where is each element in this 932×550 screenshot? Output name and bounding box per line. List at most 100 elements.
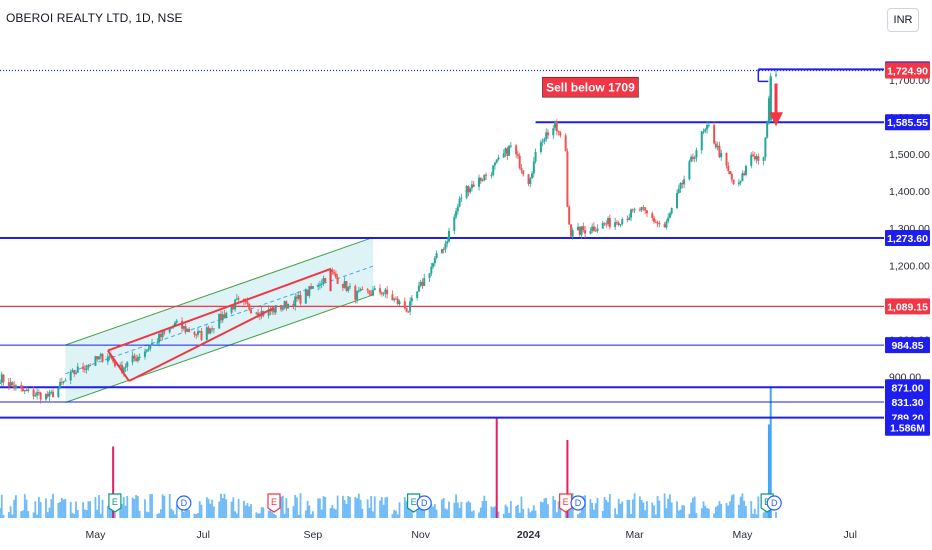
candle-body bbox=[151, 342, 154, 346]
candle-body bbox=[299, 295, 302, 304]
x-tick-label: Sep bbox=[304, 529, 323, 541]
candle-body bbox=[479, 177, 482, 181]
x-tick-label: Nov bbox=[411, 529, 430, 541]
candle-body bbox=[267, 309, 270, 316]
volume-bar bbox=[149, 494, 152, 518]
earnings-marker[interactable] bbox=[108, 493, 122, 513]
candle-body bbox=[713, 125, 716, 144]
volume-bar bbox=[517, 504, 519, 518]
candle-body bbox=[318, 284, 321, 286]
candle-body bbox=[223, 314, 226, 318]
candle-body bbox=[308, 286, 311, 296]
volume-bar bbox=[347, 495, 350, 518]
candle-body bbox=[638, 209, 641, 211]
volume-bar bbox=[98, 495, 100, 518]
candle-body bbox=[195, 334, 198, 336]
volume-bar bbox=[359, 499, 362, 518]
candle-body bbox=[416, 291, 419, 298]
candle-body bbox=[334, 273, 337, 278]
dividend-marker-label: D bbox=[575, 498, 582, 508]
candle-body bbox=[545, 132, 548, 139]
candle-body bbox=[82, 366, 85, 370]
volume-bar bbox=[584, 495, 586, 518]
volume-bar bbox=[57, 502, 60, 518]
volume-bar bbox=[299, 493, 302, 518]
dividend-marker[interactable] bbox=[176, 495, 192, 511]
candle-body bbox=[626, 219, 629, 221]
candle-body bbox=[762, 157, 765, 161]
dividend-marker[interactable] bbox=[570, 495, 586, 511]
candle-body bbox=[716, 145, 719, 148]
volume-bar bbox=[432, 506, 434, 518]
candle-body bbox=[99, 354, 102, 357]
candle-body bbox=[75, 372, 78, 375]
volume-bar bbox=[752, 513, 754, 518]
volume-bar bbox=[168, 493, 171, 518]
currency-button[interactable]: INR bbox=[887, 8, 919, 32]
candle-body bbox=[147, 348, 150, 350]
volume-bar bbox=[665, 508, 668, 518]
earnings-marker[interactable] bbox=[559, 493, 573, 513]
candle-body bbox=[370, 293, 373, 296]
volume-bar bbox=[287, 507, 290, 518]
candle-body bbox=[456, 206, 459, 212]
volume-bar bbox=[342, 495, 344, 518]
volume-bar bbox=[310, 514, 313, 518]
candle-body bbox=[205, 327, 208, 340]
earnings-marker[interactable] bbox=[407, 493, 421, 513]
volume-bar bbox=[714, 506, 717, 518]
volume-bar bbox=[518, 512, 521, 518]
candle-body bbox=[356, 290, 359, 300]
x-tick-label: Jul bbox=[844, 529, 857, 541]
volume-bar bbox=[762, 512, 765, 518]
candle-body bbox=[607, 218, 610, 224]
volume-bar bbox=[319, 498, 321, 518]
volume-bar bbox=[522, 508, 525, 518]
candle-body bbox=[76, 366, 79, 373]
candle-body bbox=[739, 181, 742, 183]
candle-body bbox=[534, 151, 537, 162]
price-tag-label: 1,089.15 bbox=[887, 301, 928, 313]
volume-bar bbox=[211, 499, 214, 518]
volume-bar bbox=[481, 501, 484, 518]
volume-bar bbox=[578, 512, 581, 518]
volume-bar bbox=[94, 497, 97, 518]
volume-bar bbox=[532, 505, 535, 518]
volume-bar bbox=[557, 501, 560, 518]
volume-bar bbox=[396, 514, 399, 518]
dividend-marker[interactable] bbox=[416, 495, 432, 511]
volume-bar bbox=[237, 499, 240, 518]
volume-bar bbox=[73, 514, 76, 518]
candle-body bbox=[94, 356, 97, 366]
candle-body bbox=[310, 286, 313, 289]
candle-body bbox=[230, 306, 233, 313]
candle-body bbox=[347, 286, 350, 291]
candle-body bbox=[568, 206, 571, 225]
dividend-marker[interactable] bbox=[766, 495, 782, 511]
candle-body bbox=[608, 218, 611, 228]
price-tag-label: 1,724.90 bbox=[887, 66, 928, 78]
volume-bar bbox=[547, 504, 549, 518]
candle-body bbox=[122, 367, 125, 373]
channel-lower-line bbox=[65, 294, 374, 403]
candle-body bbox=[271, 308, 274, 312]
volume-bar bbox=[465, 502, 468, 518]
volume-bar bbox=[775, 511, 777, 518]
candle-body bbox=[741, 173, 744, 182]
volume-bar bbox=[483, 495, 486, 518]
earnings-marker[interactable] bbox=[267, 493, 281, 513]
candle-body bbox=[453, 216, 456, 231]
candle-body bbox=[515, 145, 518, 155]
candle-body bbox=[89, 365, 92, 367]
candle-body bbox=[209, 328, 212, 334]
candle-body bbox=[584, 230, 587, 234]
volume-bar bbox=[706, 508, 708, 518]
candle-body bbox=[532, 161, 535, 174]
volume-bar bbox=[248, 506, 251, 518]
volume-bar bbox=[271, 512, 274, 518]
candle-body bbox=[391, 294, 394, 301]
volume-bar bbox=[372, 511, 374, 518]
volume-bar bbox=[421, 506, 424, 518]
candle-body bbox=[478, 177, 481, 187]
